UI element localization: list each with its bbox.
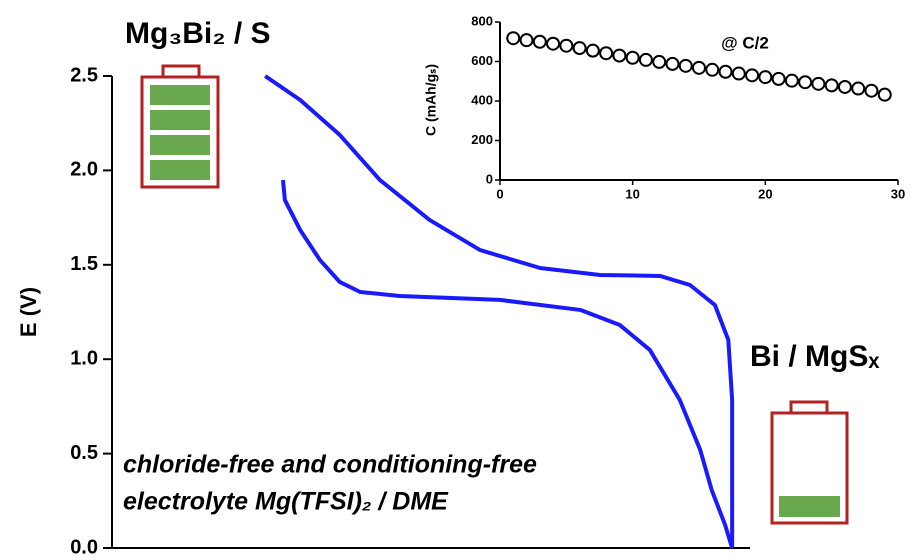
y-tick-label: 0.0 — [70, 536, 98, 558]
point — [745, 68, 760, 83]
point — [824, 78, 839, 93]
point — [837, 79, 852, 94]
curve — [280, 179, 735, 549]
y-tick-label: 2.5 — [70, 64, 98, 86]
inset-title: @ C/2 — [721, 33, 769, 52]
point — [731, 66, 746, 81]
point — [559, 38, 574, 53]
point — [705, 62, 720, 77]
y-tick-label: 2.0 — [70, 159, 98, 181]
point — [718, 64, 733, 79]
inset-x-tick-label: 30 — [891, 186, 905, 201]
inset-y-label: C (mAh/gₛ) — [423, 64, 439, 136]
inset-y-tick-label: 200 — [471, 132, 493, 147]
point — [692, 60, 706, 75]
inset-x-tick-label: 10 — [625, 186, 639, 201]
inset-x-tick-label: 0 — [496, 186, 503, 201]
point — [612, 48, 627, 63]
point — [864, 83, 879, 98]
point — [758, 70, 773, 85]
battery-full — [140, 64, 220, 189]
y-tick-label: 1.0 — [70, 347, 98, 369]
point — [678, 58, 693, 73]
inset-y-tick-label: 400 — [471, 92, 493, 107]
point — [784, 73, 799, 88]
point — [638, 52, 653, 67]
curve — [263, 74, 735, 548]
annotation: chloride-free and conditioning-free — [123, 451, 537, 479]
inset-x-tick-label: 20 — [758, 186, 772, 201]
inset-y-tick-label: 0 — [486, 171, 493, 186]
label: Mg₃Bi₂ / S — [125, 17, 271, 50]
point — [851, 81, 866, 96]
point — [572, 41, 587, 56]
point — [665, 56, 680, 71]
battery-empty — [770, 400, 849, 525]
point — [599, 46, 614, 61]
inset-y-tick-label: 800 — [471, 13, 493, 28]
point — [652, 54, 667, 69]
y-tick-label: 1.5 — [70, 253, 98, 275]
point — [532, 34, 547, 49]
y-axis-label: E (V) — [16, 287, 41, 337]
point — [585, 43, 600, 58]
annotation: electrolyte Mg(TFSI)₂ / DME — [123, 488, 449, 516]
point — [506, 31, 521, 46]
point — [546, 36, 561, 51]
inset-y-tick-label: 600 — [471, 53, 493, 68]
point — [877, 87, 892, 102]
point — [625, 50, 640, 65]
y-tick-label: 0.5 — [70, 442, 98, 464]
label: Bi / MgSₓ — [750, 340, 880, 373]
point — [771, 71, 786, 86]
point — [798, 75, 813, 90]
point — [811, 76, 826, 91]
point — [519, 33, 534, 48]
